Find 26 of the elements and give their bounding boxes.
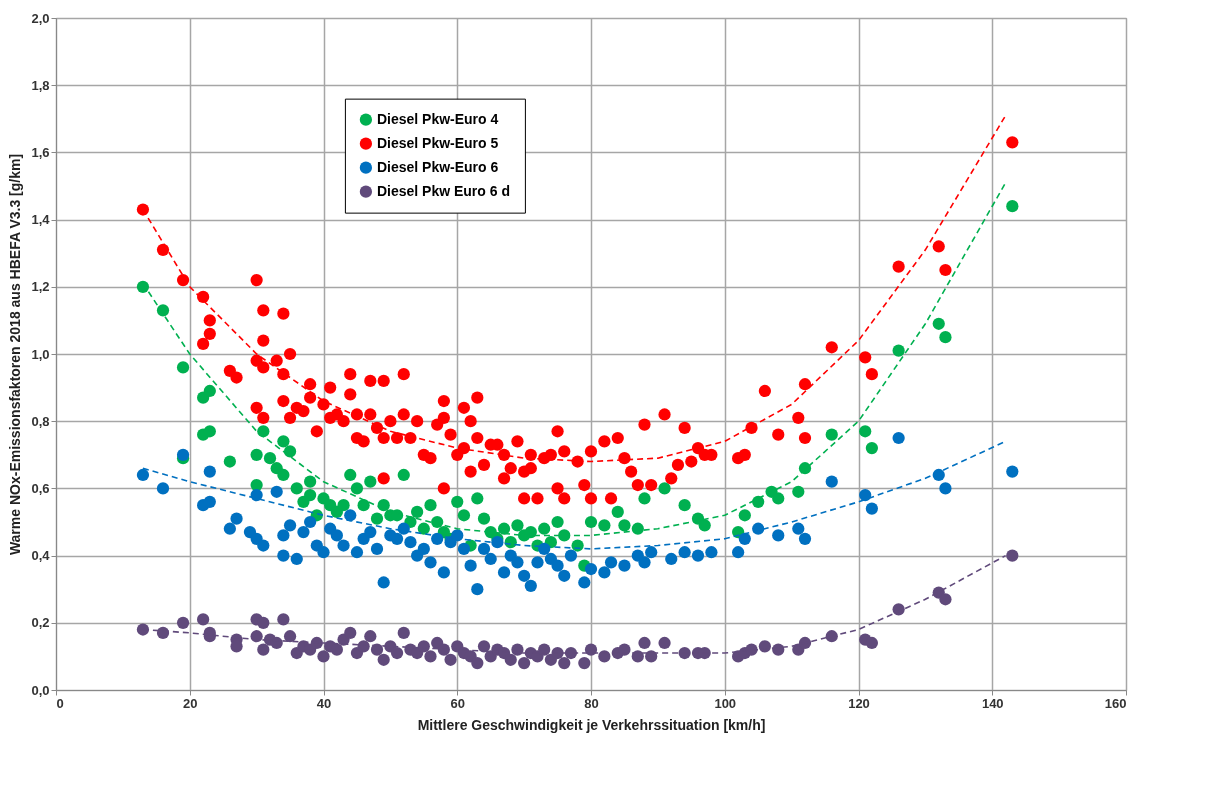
x-tick-label: 80 [584, 695, 599, 711]
x-tick-label: 20 [183, 695, 198, 711]
x-axis-title: Mittlere Geschwindigkeit je Verkehrssituation [km/h] [417, 716, 766, 733]
y-tick-label: 1,6 [31, 144, 50, 160]
x-tick-label: 60 [450, 695, 465, 711]
legend-label: Diesel Pkw-Euro 5 [376, 134, 499, 151]
legend-label: Diesel Pkw Euro 6 d [376, 182, 510, 199]
y-tick-label: 0,8 [31, 413, 50, 429]
legend-label: Diesel Pkw-Euro 6 [376, 158, 499, 175]
y-tick-label: 0,6 [31, 480, 50, 496]
y-tick-label: 0,4 [31, 548, 51, 564]
y-tick-label: 1,8 [31, 77, 50, 93]
x-tick-label: 140 [981, 695, 1004, 711]
y-tick-label: 0,2 [31, 615, 50, 631]
y-axis-title: Warme NOx-Emissionsfaktoren 2018 aus HBEFA V3.3 [g/km] [7, 153, 24, 556]
y-tick-label: 2,0 [31, 10, 50, 26]
y-tick-label: 1,0 [31, 346, 50, 362]
y-tick-label: 1,4 [31, 212, 51, 228]
x-tick-label: 0 [56, 695, 64, 711]
legend-label: Diesel Pkw-Euro 4 [376, 110, 499, 127]
y-tick-label: 0,0 [31, 682, 50, 698]
y-tick-label: 1,2 [31, 279, 50, 295]
x-tick-label: 40 [316, 695, 332, 711]
x-tick-label: 100 [714, 695, 737, 711]
x-tick-label: 160 [1104, 695, 1127, 711]
x-tick-label: 120 [848, 695, 870, 711]
